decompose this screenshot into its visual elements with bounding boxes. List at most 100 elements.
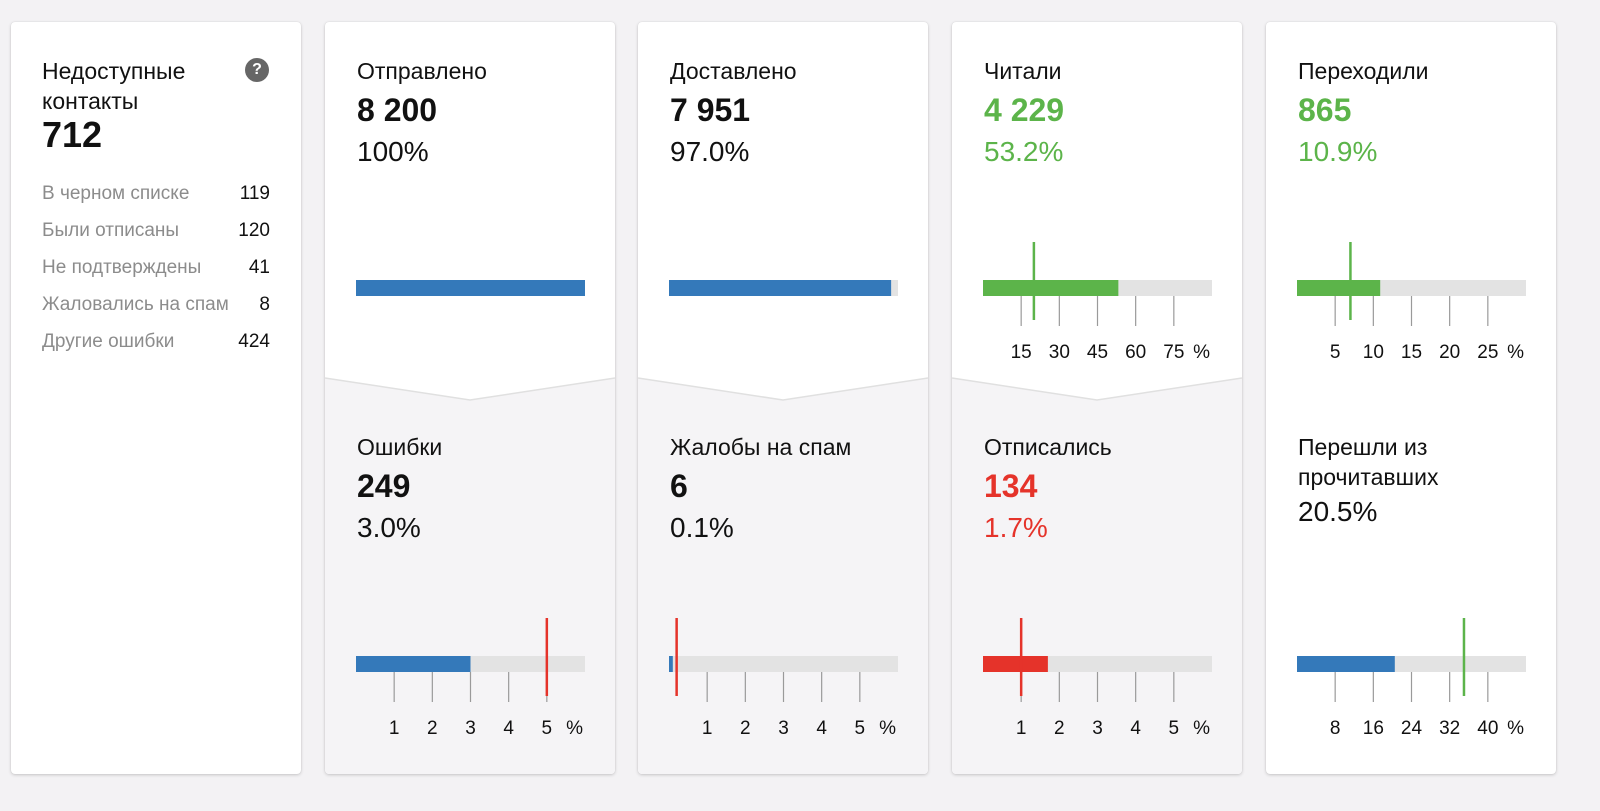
clicked-of-read-section: Перешли из прочитавших 20.5% [1298, 432, 1498, 532]
clicked-section: Переходили 865 10.9% [1298, 56, 1428, 172]
errors-bar-chart: 1 2 3 4 5% [356, 618, 585, 739]
tick-label: 10 [1363, 342, 1384, 363]
tick-label: 4 [503, 718, 514, 739]
unsubscribed-bar-chart: 1 2 3 4 5% [983, 618, 1212, 739]
tick-label: 75 [1163, 342, 1184, 363]
clicked-card: Переходили 865 10.9% 5 10 15 20 25% Перешли … [1266, 22, 1556, 774]
metric-value: 8 200 [357, 92, 438, 128]
delivered-bar-chart [669, 280, 898, 296]
value-bar [1297, 656, 1395, 672]
read-bar-chart: 15 30 45 60 75% [983, 242, 1212, 363]
list-item: Не подтверждены 41 [42, 256, 270, 293]
unit-label: % [566, 718, 583, 739]
breakdown-value: 120 [238, 220, 270, 241]
metric-value: 6 [670, 468, 688, 504]
metric-title: Отправлено [357, 58, 487, 84]
tick-label: 16 [1363, 718, 1384, 739]
tick-label: 5 [1330, 342, 1341, 363]
unit-label: % [1193, 718, 1210, 739]
unavailable-contacts-value: 712 [42, 114, 103, 155]
metric-percent: 97.0% [670, 136, 750, 167]
clicked-bar-chart: 5 10 15 20 25% [1297, 242, 1526, 363]
breakdown-label: В черном списке [42, 183, 190, 204]
metric-value: 249 [357, 468, 411, 504]
tick-label: 8 [1330, 718, 1341, 739]
tick-label: 1 [702, 718, 713, 739]
metric-value: 4 229 [984, 92, 1065, 128]
breakdown-label: Были отписаны [42, 220, 180, 241]
tick-label: 3 [465, 718, 476, 739]
errors-section: Ошибки 249 3.0% [357, 432, 442, 548]
metric-title: Жалобы на спам [670, 434, 852, 460]
bar-track [669, 656, 898, 672]
tick-label: 2 [1054, 718, 1065, 739]
tick-label: 1 [389, 718, 400, 739]
sent-card: Отправлено 8 200 100% Ошибки 249 3.0% 1 2… [325, 22, 615, 774]
unavailable-contacts-title: Недоступные контакты [42, 58, 186, 114]
metric-percent: 10.9% [1298, 136, 1378, 167]
card-divider [638, 377, 928, 401]
tick-label: 4 [816, 718, 827, 739]
question-circle-icon[interactable]: ? [245, 58, 269, 82]
card-divider [952, 377, 1242, 401]
unit-label: % [1193, 342, 1210, 363]
metric-percent: 3.0% [357, 512, 421, 543]
value-bar [356, 656, 471, 672]
metric-title: Переходили [1298, 58, 1429, 84]
metric-title: Отписались [984, 434, 1112, 460]
clicked-of-read-bar-chart: 8 16 24 32 40% [1297, 618, 1526, 739]
tick-label: 4 [1130, 718, 1141, 739]
metric-percent: 53.2% [984, 136, 1064, 167]
list-item: Жаловались на спам 8 [42, 293, 270, 330]
unit-label: % [1507, 342, 1524, 363]
value-bar [356, 280, 585, 296]
delivered-section: Доставлено 7 951 97.0% [670, 56, 797, 172]
tick-label: 5 [855, 718, 866, 739]
unit-label: % [879, 718, 896, 739]
tick-label: 15 [1011, 342, 1032, 363]
metric-percent: 0.1% [670, 512, 734, 543]
sent-section: Отправлено 8 200 100% [357, 56, 487, 172]
list-item: В черном списке 119 [42, 182, 270, 219]
tick-label: 60 [1125, 342, 1146, 363]
read-section: Читали 4 229 53.2% [984, 56, 1064, 172]
list-item: Другие ошибки 424 [42, 330, 270, 367]
tick-label: 15 [1401, 342, 1422, 363]
tick-label: 40 [1477, 718, 1498, 739]
tick-label: 20 [1439, 342, 1460, 363]
sent-bar-chart [356, 280, 585, 296]
read-card: Читали 4 229 53.2% 15 30 45 60 75% Отписалис… [952, 22, 1242, 774]
value-bar [1297, 280, 1381, 296]
unavailable-contacts-card: Недоступные контакты ? 712 В черном спис… [11, 22, 301, 774]
unavailable-breakdown-list: В черном списке 119 Были отписаны 120 Не… [42, 182, 270, 367]
tick-label: 2 [427, 718, 438, 739]
breakdown-value: 8 [259, 294, 270, 315]
tick-label: 1 [1016, 718, 1027, 739]
tick-label: 32 [1439, 718, 1460, 739]
tick-label: 25 [1477, 342, 1498, 363]
metric-percent: 20.5% [1298, 496, 1378, 527]
metric-percent: 1.7% [984, 512, 1048, 543]
tick-label: 24 [1401, 718, 1423, 739]
breakdown-label: Другие ошибки [42, 331, 175, 352]
tick-label: 45 [1087, 342, 1108, 363]
spam-section: Жалобы на спам 6 0.1% [670, 432, 851, 548]
spam-bar-chart: 1 2 3 4 5% [669, 618, 898, 739]
value-bar [669, 656, 673, 672]
breakdown-value: 424 [238, 331, 270, 352]
metric-title: Ошибки [357, 434, 443, 460]
value-bar [983, 280, 1119, 296]
metric-title: Перешли из прочитавших [1298, 434, 1439, 490]
tick-label: 2 [740, 718, 751, 739]
metric-value: 7 951 [670, 92, 751, 128]
tick-label: 5 [542, 718, 553, 739]
breakdown-value: 41 [248, 257, 270, 278]
metric-title: Читали [984, 58, 1062, 84]
metric-value: 134 [984, 468, 1038, 504]
list-item: Были отписаны 120 [42, 219, 270, 256]
breakdown-label: Жаловались на спам [42, 294, 229, 315]
value-bar [669, 280, 892, 296]
card-divider [325, 377, 615, 401]
tick-label: 30 [1049, 342, 1070, 363]
unsubscribed-section: Отписались 134 1.7% [984, 432, 1112, 548]
